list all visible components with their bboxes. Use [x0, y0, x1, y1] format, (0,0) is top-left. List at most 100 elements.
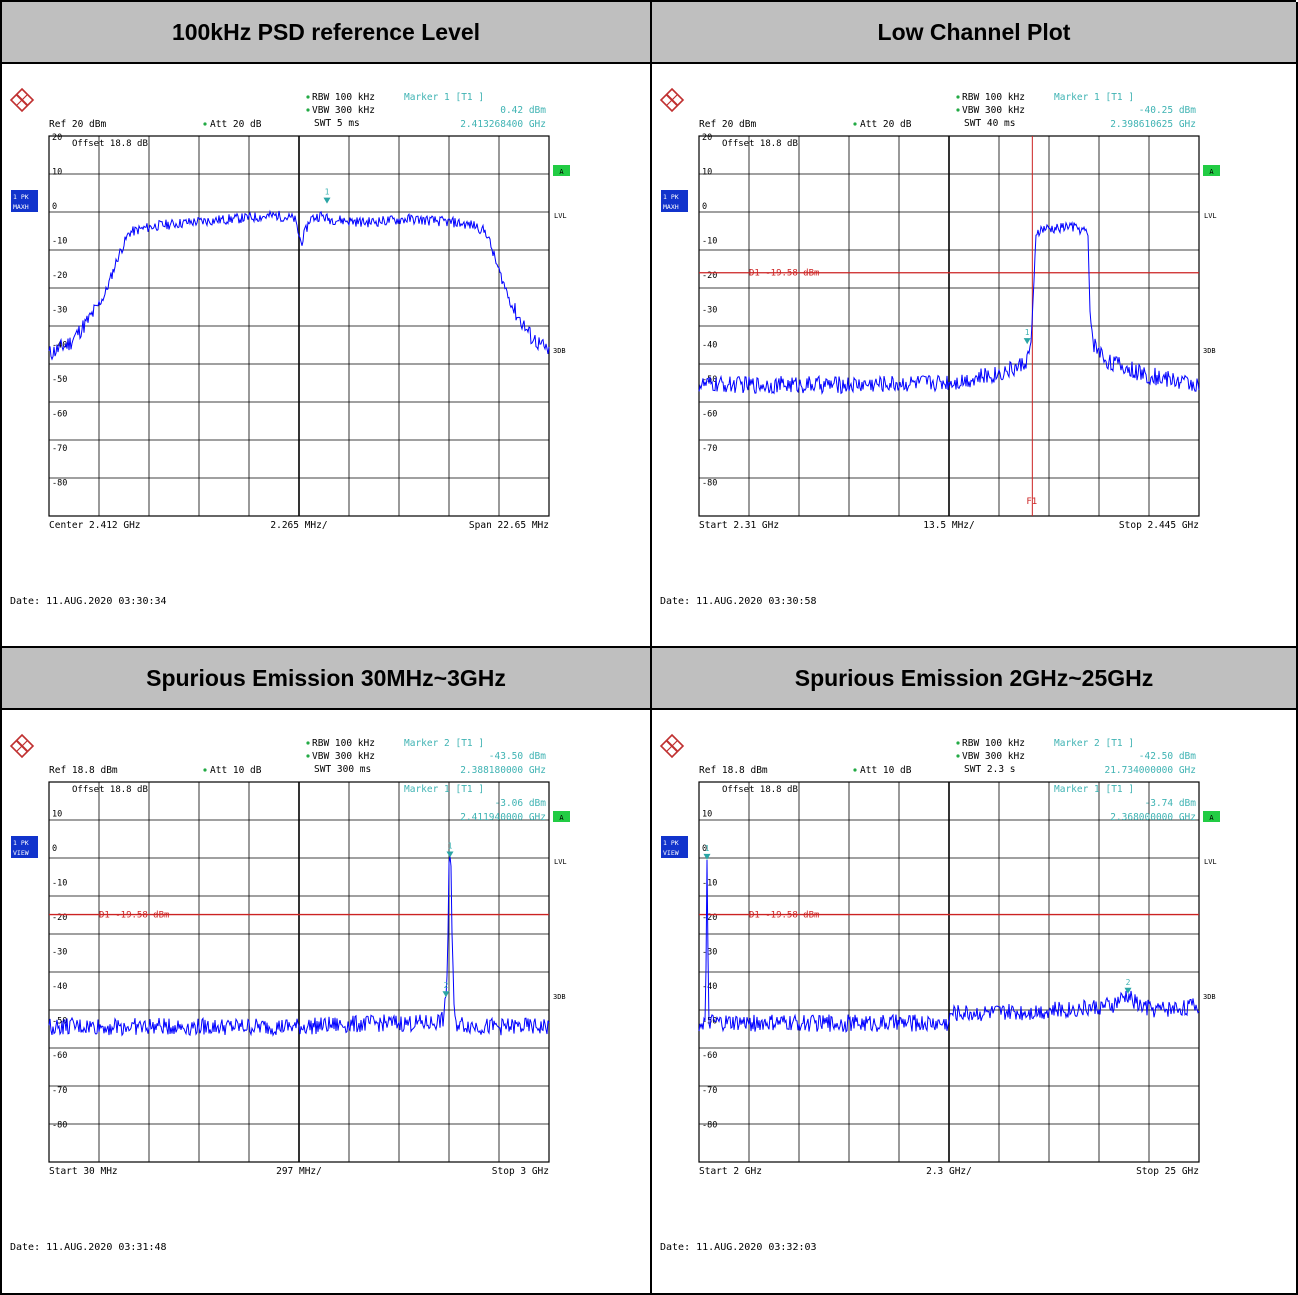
- display-line-label: D1 -19.58 dBm: [99, 911, 169, 921]
- spectrum-plot: RBW 100 kHz VBW 300 kHz SWT 300 ms Ref 18.8…: [2, 710, 650, 1293]
- y-tick-label: -60: [52, 409, 67, 419]
- vbw-label: VBW 300 kHz: [962, 751, 1025, 762]
- y-tick-label: 20: [702, 133, 712, 143]
- y-tick-label: -10: [702, 237, 717, 247]
- x-axis-right-label: Stop 2.445 GHz: [1119, 520, 1199, 531]
- y-tick-label: 0: [702, 844, 707, 854]
- coupled-dot: [306, 95, 310, 99]
- x-axis-right-label: Span 22.65 MHz: [469, 520, 549, 531]
- trace-badge-label: 1 PK: [663, 193, 679, 201]
- three-db-label: 3DB: [553, 993, 566, 1001]
- y-tick-label: -80: [702, 1120, 717, 1130]
- three-db-label: 3DB: [1203, 993, 1216, 1001]
- rbw-label: RBW 100 kHz: [962, 92, 1025, 103]
- trace-badge-mode: VIEW: [663, 849, 679, 857]
- y-tick-label: -10: [702, 878, 717, 888]
- x-axis-right-label: Stop 25 GHz: [1136, 1166, 1199, 1177]
- panel-spurious-30mhz-3ghz: Spurious Emission 30MHz~3GHz RBW 100 kHz…: [2, 648, 652, 1295]
- lvl-label: LVL: [1204, 858, 1217, 866]
- spectrum-svg: RBW 100 kHz VBW 300 kHz SWT 2.3 s Ref 18.8 …: [659, 733, 1220, 1253]
- a-badge: [1203, 165, 1220, 176]
- trace-badge: [11, 190, 38, 212]
- x-axis-division-label: 2.265 MHz/: [270, 520, 327, 531]
- trace-badge-mode: MAXH: [13, 203, 29, 211]
- spectrum-svg: RBW 100 kHz VBW 300 kHz SWT 40 ms Ref 20 dB…: [659, 87, 1220, 607]
- coupled-dot: [306, 108, 310, 112]
- y-tick-label: -50: [52, 375, 67, 385]
- y-tick-label: 20: [52, 133, 62, 143]
- marker-1-triangle: [323, 197, 331, 204]
- x-axis-division-label: 13.5 MHz/: [923, 520, 974, 531]
- y-tick-label: -20: [702, 271, 717, 281]
- marker-1-level: -3.06 dBm: [495, 798, 547, 809]
- y-tick-label: -60: [702, 409, 717, 419]
- y-tick-label: -30: [52, 306, 67, 316]
- marker-1-tag: 1: [1025, 328, 1030, 337]
- marker-info-level: 0.42 dBm: [500, 105, 546, 116]
- trace-badge-label: 1 PK: [663, 839, 679, 847]
- marker-1-label: Marker 1 [T1 ]: [404, 784, 484, 795]
- x-axis-division-label: 297 MHz/: [276, 1166, 322, 1177]
- x-axis-left-label: Start 2 GHz: [699, 1166, 762, 1177]
- coupled-dot: [853, 122, 857, 126]
- display-line-label: D1 -19.58 dBm: [749, 269, 819, 279]
- marker-info-label: Marker 1 [T1 ]: [404, 92, 484, 103]
- date-stamp: Date: 11.AUG.2020 03:32:03: [660, 1242, 817, 1253]
- vbw-label: VBW 300 kHz: [962, 105, 1025, 116]
- swt-label: SWT 40 ms: [964, 118, 1015, 129]
- lvl-label: LVL: [554, 212, 567, 220]
- y-tick-label: -40: [52, 982, 67, 992]
- date-stamp: Date: 11.AUG.2020 03:30:58: [660, 596, 817, 607]
- panel-title: Spurious Emission 2GHz~25GHz: [652, 648, 1296, 710]
- ref-level-label: Ref 20 dBm: [49, 119, 106, 130]
- offset-label: Offset 18.8 dB: [72, 785, 148, 795]
- date-stamp: Date: 11.AUG.2020 03:31:48: [10, 1242, 167, 1253]
- a-badge: [553, 811, 570, 822]
- marker-info-label: Marker 2 [T1 ]: [404, 738, 484, 749]
- rohde-schwarz-logo-icon: [659, 87, 685, 113]
- y-tick-label: -70: [52, 1086, 67, 1096]
- a-badge-label: A: [1209, 168, 1214, 176]
- y-tick-label: 10: [52, 809, 62, 819]
- marker-info-level: -42.50 dBm: [1139, 751, 1196, 762]
- ref-level-label: Ref 18.8 dBm: [699, 765, 768, 776]
- y-tick-label: -20: [52, 913, 67, 923]
- y-tick-label: -30: [702, 306, 717, 316]
- display-line-label: D1 -19.58 dBm: [749, 911, 819, 921]
- rbw-label: RBW 100 kHz: [312, 738, 375, 749]
- marker-info-level: -40.25 dBm: [1139, 105, 1196, 116]
- coupled-dot: [956, 108, 960, 112]
- marker-2-triangle: [442, 991, 450, 998]
- attenuation-label: Att 20 dB: [210, 119, 262, 130]
- marker-1-frequency: 2.368000000 GHz: [1110, 812, 1196, 823]
- rohde-schwarz-logo-icon: [9, 733, 35, 759]
- trace-badge: [661, 836, 688, 858]
- spectrum-trace: [698, 859, 1200, 1033]
- y-tick-label: -70: [52, 444, 67, 454]
- coupled-dot: [956, 754, 960, 758]
- panel-title: Low Channel Plot: [652, 2, 1296, 64]
- swt-label: SWT 300 ms: [314, 764, 371, 775]
- coupled-dot: [956, 741, 960, 745]
- logo-stroke: [16, 740, 28, 752]
- marker-1-level: -3.74 dBm: [1145, 798, 1197, 809]
- panel-psd-reference: 100kHz PSD reference Level RBW 100 kHz VB…: [2, 2, 652, 648]
- rohde-schwarz-logo-icon: [659, 733, 685, 759]
- x-axis-left-label: Start 30 MHz: [49, 1166, 118, 1177]
- attenuation-label: Att 20 dB: [860, 119, 912, 130]
- coupled-dot: [956, 95, 960, 99]
- y-tick-label: -80: [52, 478, 67, 488]
- trace-badge: [11, 836, 38, 858]
- lvl-label: LVL: [554, 858, 567, 866]
- panel-title: Spurious Emission 30MHz~3GHz: [2, 648, 650, 710]
- marker-info-frequency: 2.413268400 GHz: [460, 119, 546, 130]
- rbw-label: RBW 100 kHz: [312, 92, 375, 103]
- trace-badge-label: 1 PK: [13, 839, 29, 847]
- swt-label: SWT 2.3 s: [964, 764, 1015, 775]
- marker-1-frequency: 2.411940000 GHz: [460, 812, 546, 823]
- offset-label: Offset 18.8 dB: [722, 785, 798, 795]
- y-tick-label: 10: [702, 168, 712, 178]
- y-tick-label: -10: [52, 878, 67, 888]
- offset-label: Offset 18.8 dB: [72, 139, 148, 149]
- spectrum-trace: [698, 220, 1200, 396]
